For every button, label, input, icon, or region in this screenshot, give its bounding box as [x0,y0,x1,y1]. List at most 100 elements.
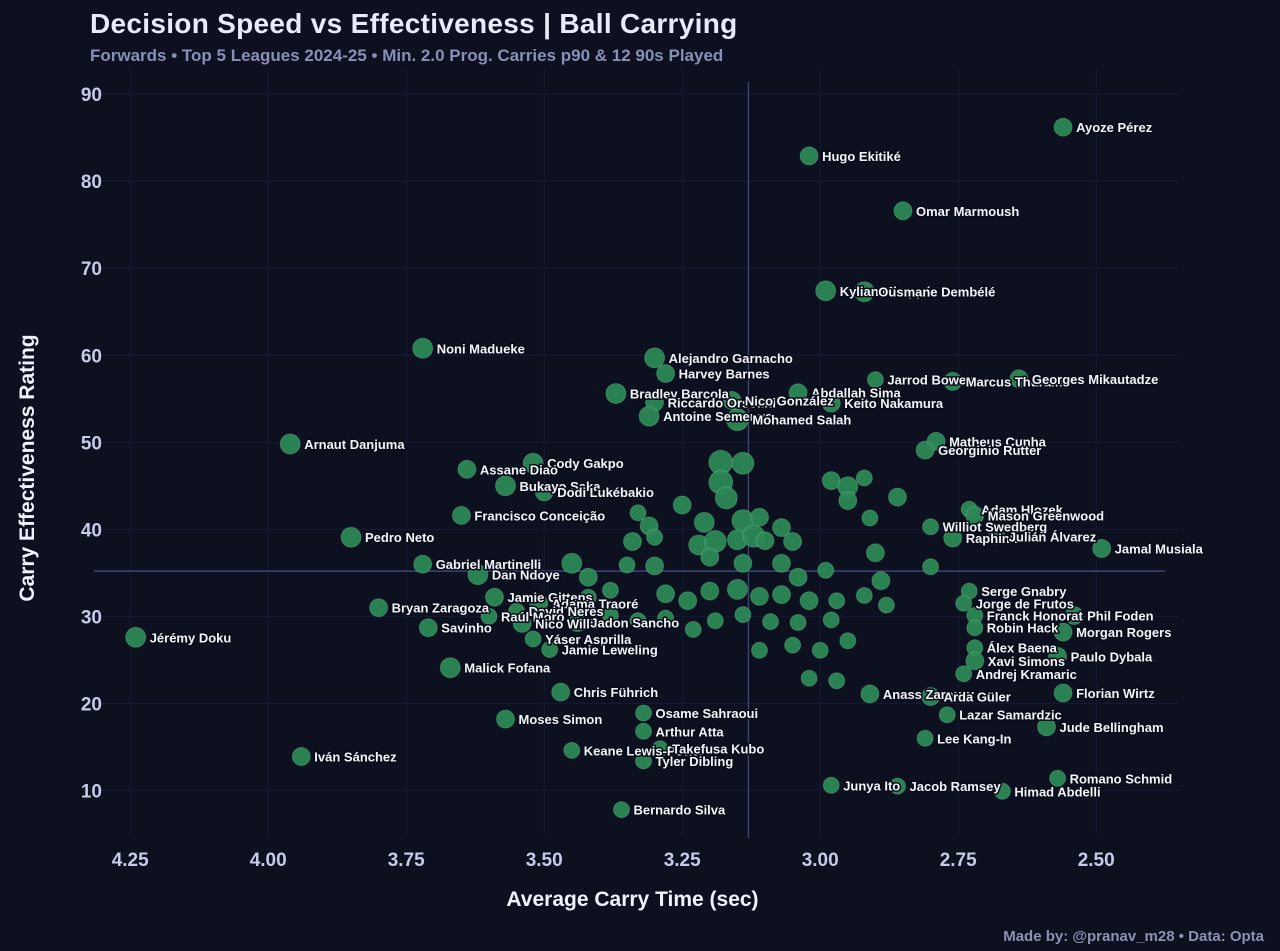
data-point[interactable] [861,509,879,527]
data-point[interactable] [838,491,858,511]
data-point[interactable] [563,741,581,759]
data-point[interactable] [828,592,846,610]
data-point[interactable] [522,452,544,474]
data-point[interactable] [772,553,791,573]
data-point[interactable] [561,552,583,574]
data-point[interactable] [865,543,885,563]
data-point[interactable] [1053,117,1073,137]
data-point[interactable] [799,591,819,611]
data-point[interactable] [734,606,752,624]
data-point[interactable] [605,383,627,404]
data-point[interactable] [722,391,742,410]
data-point[interactable] [889,777,906,795]
data-point[interactable] [822,611,840,629]
data-point[interactable] [646,528,664,546]
data-point[interactable] [755,531,775,551]
data-point[interactable] [966,619,984,637]
data-point[interactable] [921,687,941,706]
data-point[interactable] [1053,622,1073,642]
data-point[interactable] [618,556,636,574]
data-point[interactable] [529,593,549,613]
data-point[interactable] [601,607,619,624]
data-point[interactable] [645,556,665,576]
data-point[interactable] [1053,683,1073,703]
data-point[interactable] [788,567,808,587]
data-point[interactable] [700,581,720,601]
data-point[interactable] [788,383,808,403]
data-point[interactable] [1048,646,1068,666]
data-point[interactable] [988,527,1006,545]
data-point[interactable] [811,641,829,659]
data-point[interactable] [656,364,676,383]
data-point[interactable] [893,201,913,221]
data-point[interactable] [578,567,598,587]
data-point[interactable] [855,469,873,487]
data-point[interactable] [413,554,433,574]
data-point[interactable] [1092,539,1112,558]
data-point[interactable] [700,547,720,567]
data-point[interactable] [731,451,755,475]
data-point[interactable] [579,588,597,606]
data-point[interactable] [613,801,630,819]
data-point[interactable] [1049,769,1067,787]
data-point[interactable] [1009,369,1029,389]
data-point[interactable] [815,280,837,302]
data-point[interactable] [412,337,434,359]
data-point[interactable] [772,585,791,605]
data-point[interactable] [1064,606,1084,625]
data-point[interactable] [750,586,769,606]
data-point[interactable] [651,740,669,758]
data-point[interactable] [965,651,985,671]
data-point[interactable] [693,511,715,533]
data-point[interactable] [789,614,807,631]
data-point[interactable] [817,561,835,579]
data-point[interactable] [635,704,652,722]
data-point[interactable] [821,393,841,413]
data-point[interactable] [783,532,803,551]
data-point[interactable] [915,440,935,460]
data-point[interactable] [534,482,554,502]
data-point[interactable] [733,553,753,573]
data-point[interactable] [751,641,768,659]
data-point[interactable] [866,371,884,389]
data-point[interactable] [726,578,748,600]
data-point[interactable] [340,526,362,548]
data-point[interactable] [495,475,516,497]
data-point[interactable] [369,598,389,618]
data-point[interactable] [512,613,532,633]
data-point[interactable] [725,408,749,432]
data-point[interactable] [1037,717,1056,737]
data-point[interactable] [638,405,660,427]
data-point[interactable] [291,747,311,766]
data-point[interactable] [943,371,963,391]
data-point[interactable] [800,669,818,687]
data-point[interactable] [706,612,724,630]
data-point[interactable] [916,729,934,747]
data-point[interactable] [567,613,587,632]
data-point[interactable] [439,657,461,679]
data-point[interactable] [993,782,1011,800]
data-point[interactable] [772,518,791,538]
data-point[interactable] [678,591,698,611]
data-point[interactable] [943,528,963,548]
data-point[interactable] [822,776,840,794]
data-point[interactable] [418,618,438,638]
data-point[interactable] [485,587,504,607]
data-point[interactable] [871,571,891,591]
data-point[interactable] [860,684,880,704]
data-point[interactable] [601,581,619,599]
data-point[interactable] [750,507,769,527]
data-point[interactable] [938,706,956,724]
data-point[interactable] [855,587,873,604]
data-point[interactable] [922,558,940,576]
data-point[interactable] [656,584,676,604]
data-point[interactable] [799,146,819,166]
data-point[interactable] [629,504,647,522]
data-point[interactable] [828,672,846,690]
data-point[interactable] [623,532,642,551]
data-point[interactable] [955,665,973,683]
data-point[interactable] [657,609,675,627]
data-point[interactable] [784,636,802,654]
data-point[interactable] [888,487,907,507]
data-point[interactable] [629,612,647,630]
